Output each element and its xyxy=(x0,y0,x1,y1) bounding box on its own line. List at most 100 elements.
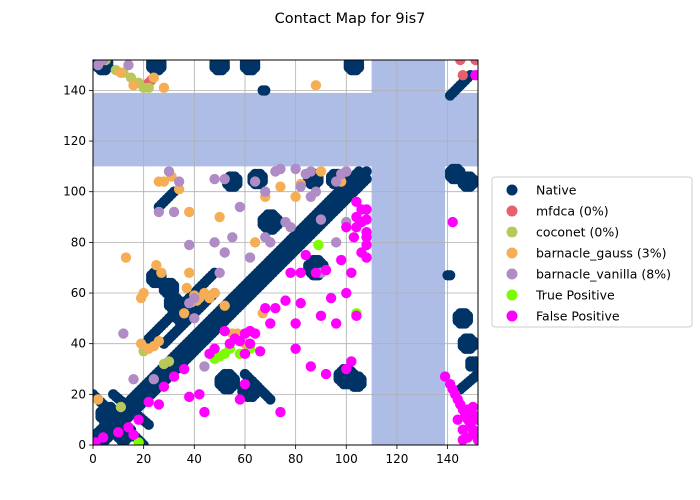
x-tick-label: 100 xyxy=(335,452,358,466)
barnacle_gauss-point xyxy=(209,287,220,299)
false_positive-point xyxy=(234,335,246,347)
barnacle_vanilla-point xyxy=(305,166,317,177)
false_positive-point xyxy=(153,399,165,410)
native-point xyxy=(168,280,180,291)
false_positive-point xyxy=(472,434,478,445)
false_positive-point xyxy=(123,422,134,433)
barnacle_vanilla-point xyxy=(295,181,306,192)
false_positive-point xyxy=(270,303,281,314)
false_positive-point xyxy=(295,267,306,278)
false_positive-point xyxy=(315,310,327,322)
barnacle_gauss-point xyxy=(138,287,149,299)
barnacle_gauss-point xyxy=(184,206,195,218)
barnacle_vanilla-point xyxy=(214,267,225,278)
barnacle_vanilla-point xyxy=(123,60,134,71)
barnacle_gauss-point xyxy=(275,181,286,192)
legend-marker xyxy=(506,310,518,322)
false_positive-point xyxy=(467,401,478,413)
barnacle_gauss-point xyxy=(120,252,132,263)
false_positive-point xyxy=(300,249,311,261)
barnacle_vanilla-point xyxy=(285,221,296,233)
false_positive-point xyxy=(346,267,357,278)
false_positive-point xyxy=(234,394,246,405)
barnacle_gauss-point xyxy=(181,282,192,294)
false_positive-point xyxy=(275,406,286,418)
barnacle_gauss-point xyxy=(178,308,190,319)
false_positive-point xyxy=(290,318,301,329)
false_positive-point xyxy=(143,396,154,408)
native-point xyxy=(249,60,261,68)
barnacle_gauss-point xyxy=(249,237,261,248)
native-point xyxy=(470,356,478,367)
x-tick-label: 60 xyxy=(237,452,252,466)
coconet-point xyxy=(115,401,127,413)
x-tick-label: 120 xyxy=(385,452,408,466)
legend-label: True Positive xyxy=(535,288,615,303)
native-point xyxy=(229,373,241,385)
native-point xyxy=(361,166,372,177)
false_positive-point xyxy=(439,371,451,382)
legend-marker xyxy=(506,226,518,238)
legend-label: False Positive xyxy=(536,309,620,324)
barnacle_vanilla-point xyxy=(173,176,185,187)
false_positive-point xyxy=(295,297,306,309)
barnacle_gauss-point xyxy=(135,338,147,349)
false_positive-point xyxy=(351,211,362,223)
native-point xyxy=(252,381,263,392)
barnacle_gauss-point xyxy=(156,267,167,278)
false_positive-point xyxy=(280,295,291,306)
false_positive-point xyxy=(239,348,251,360)
false_positive-point xyxy=(305,361,317,372)
barnacle_vanilla-point xyxy=(249,176,261,187)
barnacle_vanilla-point xyxy=(219,173,230,185)
x-tick-label: 0 xyxy=(89,452,97,466)
false_positive-point xyxy=(457,424,469,436)
native-point xyxy=(232,173,243,185)
native-point xyxy=(260,85,271,96)
mfdca-point xyxy=(470,60,478,66)
legend-box xyxy=(491,176,693,328)
false_positive-point xyxy=(346,356,357,367)
barnacle_vanilla-point xyxy=(189,292,200,304)
legend: Native mfdca (0%) coconet (0%) barnacle_gau… xyxy=(491,176,693,328)
false_positive-point xyxy=(113,427,124,438)
shaded-regions xyxy=(93,60,478,445)
barnacle_vanilla-point xyxy=(153,206,165,218)
false_positive-point xyxy=(128,429,139,441)
native-point xyxy=(467,335,478,347)
false_positive-point xyxy=(320,265,332,276)
barnacle_gauss-point xyxy=(219,300,230,311)
barnacle_vanilla-point xyxy=(341,166,352,177)
false_positive-point xyxy=(265,318,276,329)
barnacle_vanilla-point xyxy=(227,232,238,243)
ticks: 0 20 40 60 80 100 120 140 0 20 40 60 80 100 120 140 xyxy=(63,83,459,466)
barnacle_gauss-point xyxy=(290,191,301,202)
barnacle_vanilla-point xyxy=(219,247,230,258)
y-tick-label: 0 xyxy=(78,438,86,452)
coconet-point xyxy=(163,356,175,367)
barnacle_gauss-point xyxy=(153,335,165,347)
barnacle_vanilla-point xyxy=(118,328,129,339)
native-point xyxy=(356,373,367,385)
x-tick-label: 40 xyxy=(187,452,202,466)
mfdca-point xyxy=(457,69,469,81)
false_positive-point xyxy=(178,363,190,375)
legend-label: barnacle_gauss (3%) xyxy=(536,246,666,261)
legend-label: coconet (0%) xyxy=(536,225,619,240)
native-point xyxy=(455,166,466,177)
barnacle_gauss-point xyxy=(310,80,322,91)
native-point xyxy=(361,173,372,185)
native-point xyxy=(219,60,230,68)
native-point xyxy=(462,310,474,322)
x-tick-label: 20 xyxy=(136,452,151,466)
barnacle_vanilla-point xyxy=(189,313,200,324)
false_positive-point xyxy=(470,69,478,81)
legend-label: mfdca (0%) xyxy=(536,204,609,219)
false_positive-point xyxy=(184,391,195,403)
barnacle_vanilla-point xyxy=(330,237,342,248)
shaded-band-vertical xyxy=(371,60,446,445)
coconet-point xyxy=(143,82,154,94)
false_positive-point xyxy=(341,221,352,233)
true_positive-point xyxy=(313,239,324,251)
